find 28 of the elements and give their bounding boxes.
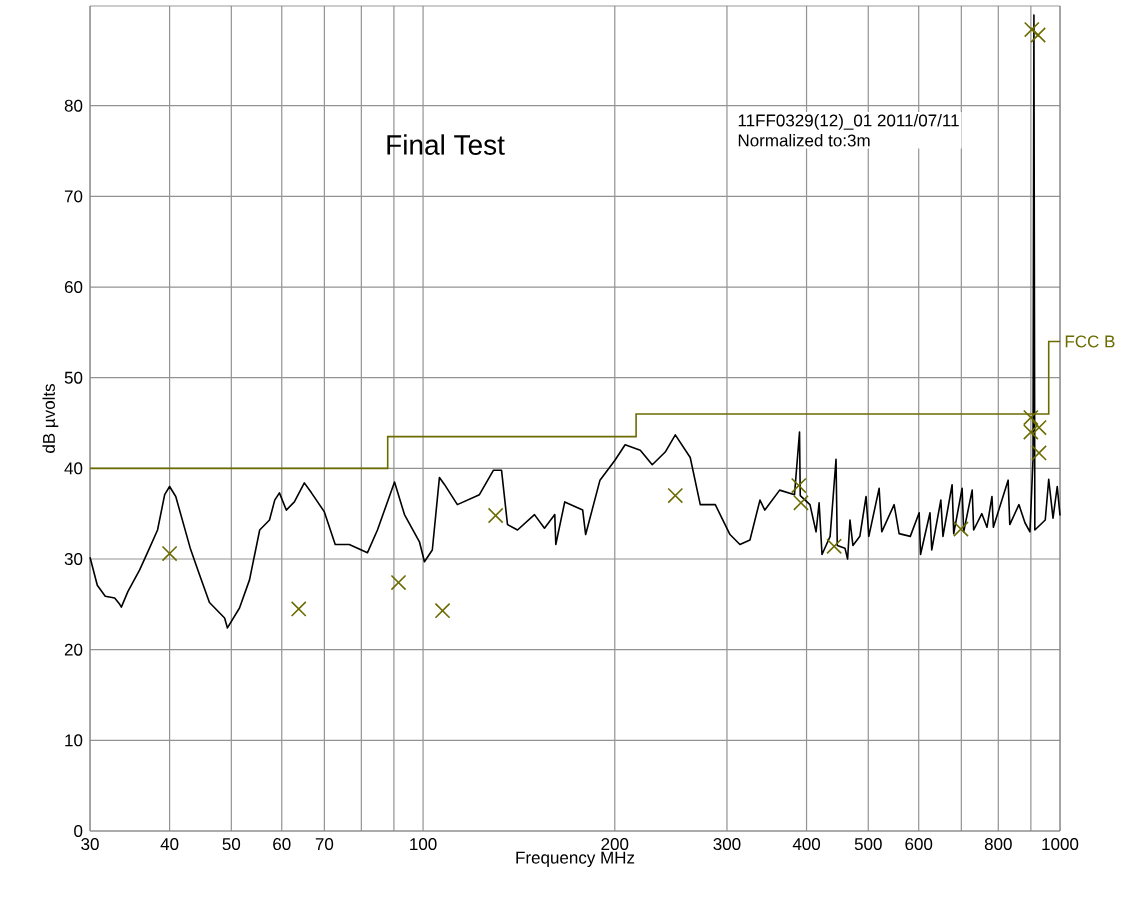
- x-tick-label: 70: [315, 838, 334, 851]
- text: Final Test: [387, 134, 505, 155]
- annotation: Normalized to:3m: [738, 133, 870, 147]
- x-tick-label: 50: [222, 838, 241, 851]
- x-tick-label: 30: [81, 838, 99, 851]
- y-tick-label: 30: [64, 553, 83, 566]
- x-tick-label: 800: [984, 838, 1012, 851]
- y-tick-label: 40: [64, 462, 83, 475]
- y-tick-label: 0: [74, 825, 83, 838]
- x-tick-label: 1000: [1042, 838, 1079, 851]
- x-tick-label: 100: [410, 838, 437, 851]
- x-tick-label: 600: [905, 838, 933, 851]
- annotation: 11FF0329(12)_01 2011/07/11: [738, 113, 959, 130]
- x-axis-title: Frequency MHz: [516, 851, 635, 868]
- x-tick-label: 60: [273, 838, 291, 851]
- y-tick-label: 20: [64, 643, 83, 656]
- x-tick-label: 40: [160, 838, 179, 851]
- y-tick-label: 60: [64, 281, 83, 294]
- y-tick-label: 80: [64, 99, 83, 112]
- y-tick-label: 10: [65, 734, 83, 747]
- x-tick-label: 300: [713, 838, 741, 851]
- x-tick-label: 500: [854, 838, 882, 851]
- series-label: FCC B: [1065, 335, 1115, 348]
- y-tick-label: 70: [64, 190, 83, 203]
- x-tick-label: 200: [601, 838, 629, 851]
- y-tick-label: 50: [64, 371, 83, 384]
- y-axis-title: dB µvolts: [42, 384, 59, 453]
- x-tick-label: 400: [792, 838, 821, 851]
